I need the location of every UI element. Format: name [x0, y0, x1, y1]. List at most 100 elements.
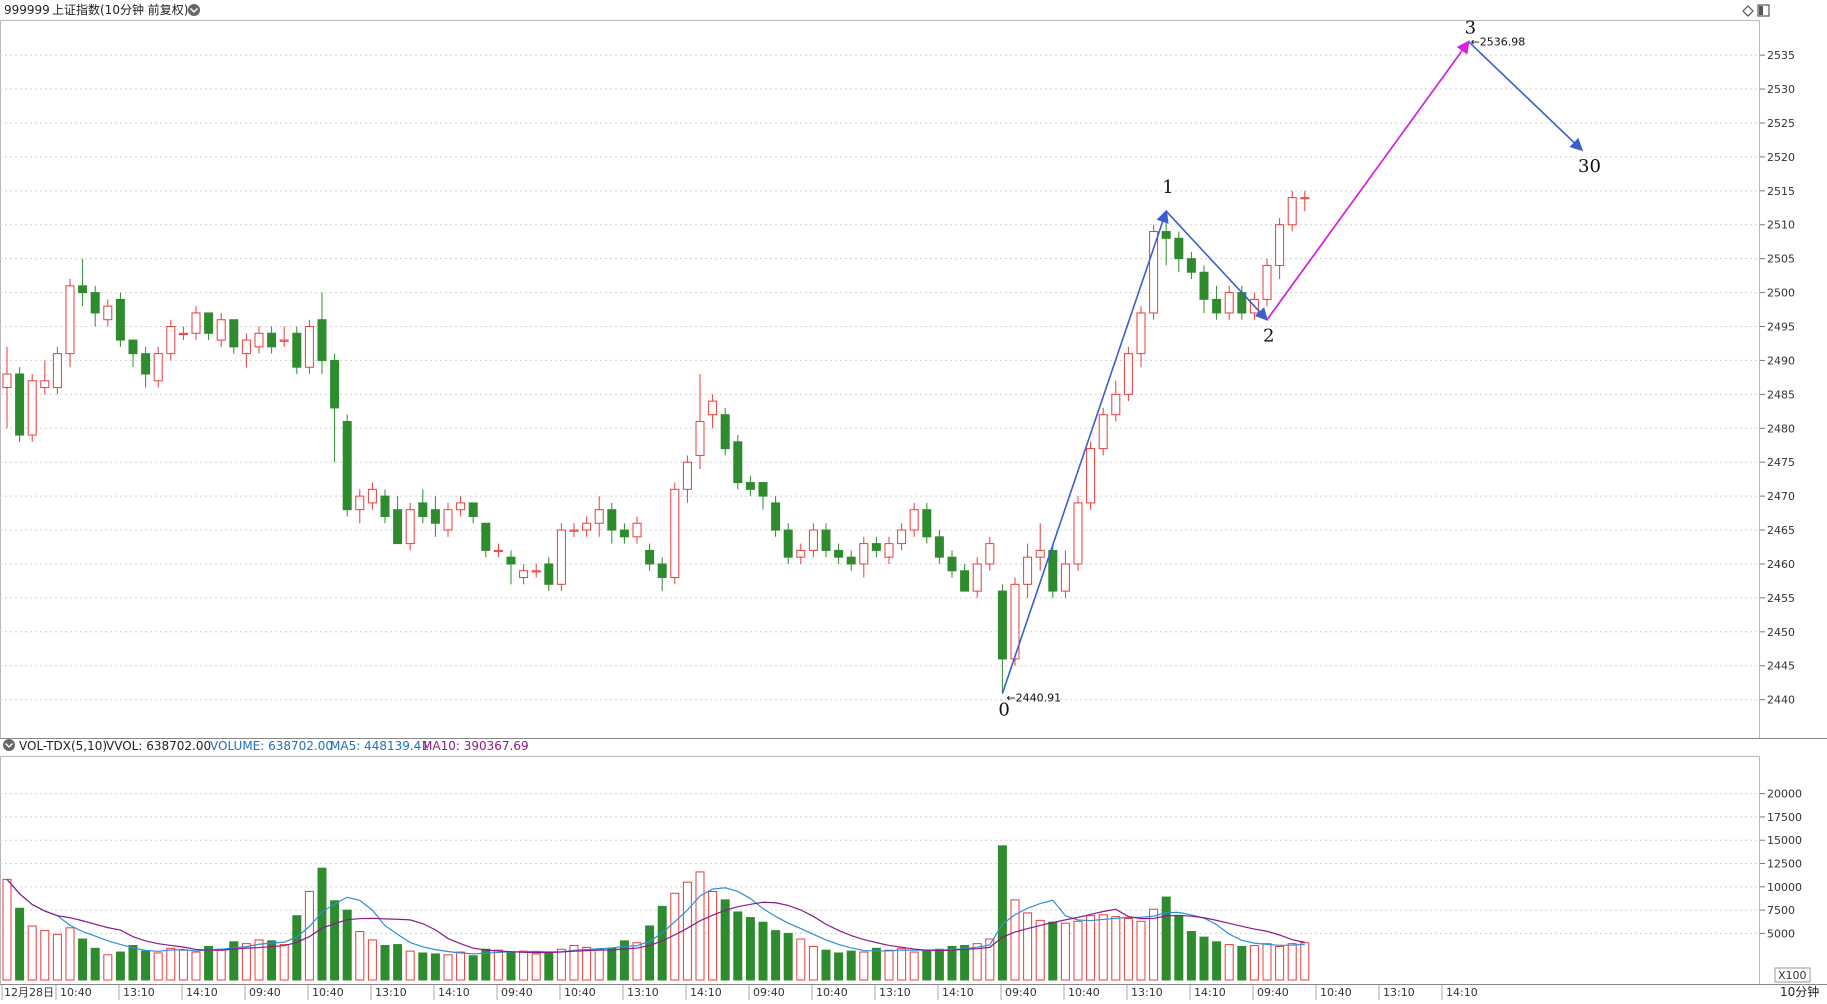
candle-down — [997, 590, 1007, 660]
volume-bar-down — [506, 951, 516, 981]
candle-down — [733, 441, 743, 484]
candle-down — [771, 502, 781, 531]
wave-point-label: 30 — [1578, 156, 1601, 177]
volume-ma10-line — [6, 878, 1305, 954]
candle-up — [1060, 563, 1070, 592]
volume-bar-up — [367, 939, 377, 981]
time-tick-label: 09:40 — [249, 986, 281, 999]
volume-bar-down — [1199, 936, 1209, 981]
volume-bar-down — [342, 909, 352, 981]
candle-up — [985, 543, 995, 565]
candle-down — [934, 536, 944, 558]
price-tick-label: 2460 — [1767, 558, 1795, 571]
candle-down — [657, 563, 667, 579]
candle-up — [531, 570, 541, 573]
volume-bar-up — [254, 939, 264, 981]
candle-up — [708, 400, 718, 416]
candle-down — [128, 339, 138, 355]
volume-bar-up — [1111, 916, 1121, 981]
volume-tick-label: 12500 — [1767, 858, 1802, 871]
candle-up — [884, 543, 894, 558]
volume-bar-down — [657, 905, 667, 981]
indicator-volume: VOLUME: 638702.00 — [210, 739, 333, 753]
wave-segment — [1001, 209, 1169, 694]
candle-up — [632, 522, 642, 538]
volume-bar-up — [1098, 914, 1108, 981]
candle-down — [619, 529, 629, 538]
candle-up — [2, 373, 12, 389]
draw-tool-icon[interactable] — [1742, 5, 1754, 17]
title-dropdown-icon[interactable] — [188, 4, 200, 16]
volume-bar-up — [103, 954, 113, 981]
volume-bar-down — [292, 915, 302, 981]
volume-bar-down — [834, 952, 844, 981]
price-tick-label: 2505 — [1767, 253, 1795, 266]
period-label[interactable]: 10分钟 — [1780, 984, 1819, 999]
volume-bar-up — [304, 890, 314, 981]
volume-bar-up — [1136, 920, 1146, 981]
candle-down — [1174, 237, 1184, 260]
candle-up — [103, 305, 113, 321]
time-tick-label: 13:10 — [123, 986, 155, 999]
candle-up — [1123, 353, 1133, 395]
candle-up — [443, 509, 453, 531]
price-tick-label: 2500 — [1767, 287, 1795, 300]
time-tick-label: 14:10 — [1446, 986, 1478, 999]
wave-point-label: 1 — [1162, 177, 1173, 198]
price-tick-label: 2530 — [1767, 83, 1795, 96]
candle-down — [1212, 298, 1222, 314]
time-tick-label: 14:10 — [690, 986, 722, 999]
wave-segment — [1165, 210, 1269, 321]
candle-up — [153, 353, 163, 382]
time-tick-label: 13:10 — [1131, 986, 1163, 999]
volume-bar-down — [619, 940, 629, 981]
volume-bar-up — [909, 951, 919, 981]
volume-bar-up — [1224, 944, 1234, 981]
window-toggle-icon[interactable] — [1757, 4, 1770, 17]
volume-bar-down — [544, 951, 554, 981]
wave-segment — [1468, 41, 1584, 152]
candle-up — [27, 380, 37, 436]
candle-up — [1275, 224, 1285, 266]
symbol-code: 999999 — [4, 3, 50, 17]
candle-up — [1136, 312, 1146, 355]
candle-up — [166, 326, 176, 355]
candle-down — [821, 529, 831, 551]
wave-point-label: 0 — [998, 699, 1009, 720]
candle-up — [216, 319, 226, 341]
candle-down — [720, 414, 730, 450]
candle-up — [1300, 197, 1310, 200]
volume-bar-up — [1035, 919, 1045, 981]
indicator-vvol: VVOL: 638702.00 — [106, 739, 211, 753]
volume-bars — [2, 845, 1310, 981]
price-axis: 2440 2445 2450 2455 2460 2465 2470 2475 2480 2485… — [1760, 49, 1795, 707]
volume-bar-up — [443, 954, 453, 981]
price-tick-label: 2485 — [1767, 388, 1795, 401]
volume-bar-up — [279, 944, 289, 981]
volume-bar-down — [380, 945, 390, 981]
price-tick-label: 2495 — [1767, 321, 1795, 334]
candle-up — [569, 529, 579, 532]
volume-bar-up — [1123, 918, 1133, 981]
time-tick-label: 10:40 — [816, 986, 848, 999]
volume-bar-up — [1010, 899, 1020, 981]
volume-bar-up — [52, 933, 62, 981]
volume-bar-up — [531, 953, 541, 981]
candle-up — [1086, 448, 1096, 504]
candle-down — [292, 332, 302, 368]
time-tick-label: 12月28日 — [4, 986, 54, 999]
volume-tick-label: 15000 — [1767, 834, 1802, 847]
volume-bar-up — [1275, 945, 1285, 981]
low-price-label: ←2440.91 — [1006, 691, 1061, 704]
indicator-dropdown-icon[interactable] — [3, 739, 15, 751]
time-tick-label: 13:10 — [627, 986, 659, 999]
candle-up — [594, 509, 604, 524]
time-tick-label: 10:40 — [1320, 986, 1352, 999]
candle-down — [834, 549, 844, 558]
volume-bar-down — [267, 940, 277, 981]
price-tick-label: 2470 — [1767, 490, 1795, 503]
time-tick-label: 09:40 — [1257, 986, 1289, 999]
volume-bar-down — [1186, 931, 1196, 981]
candle-up — [796, 549, 806, 558]
